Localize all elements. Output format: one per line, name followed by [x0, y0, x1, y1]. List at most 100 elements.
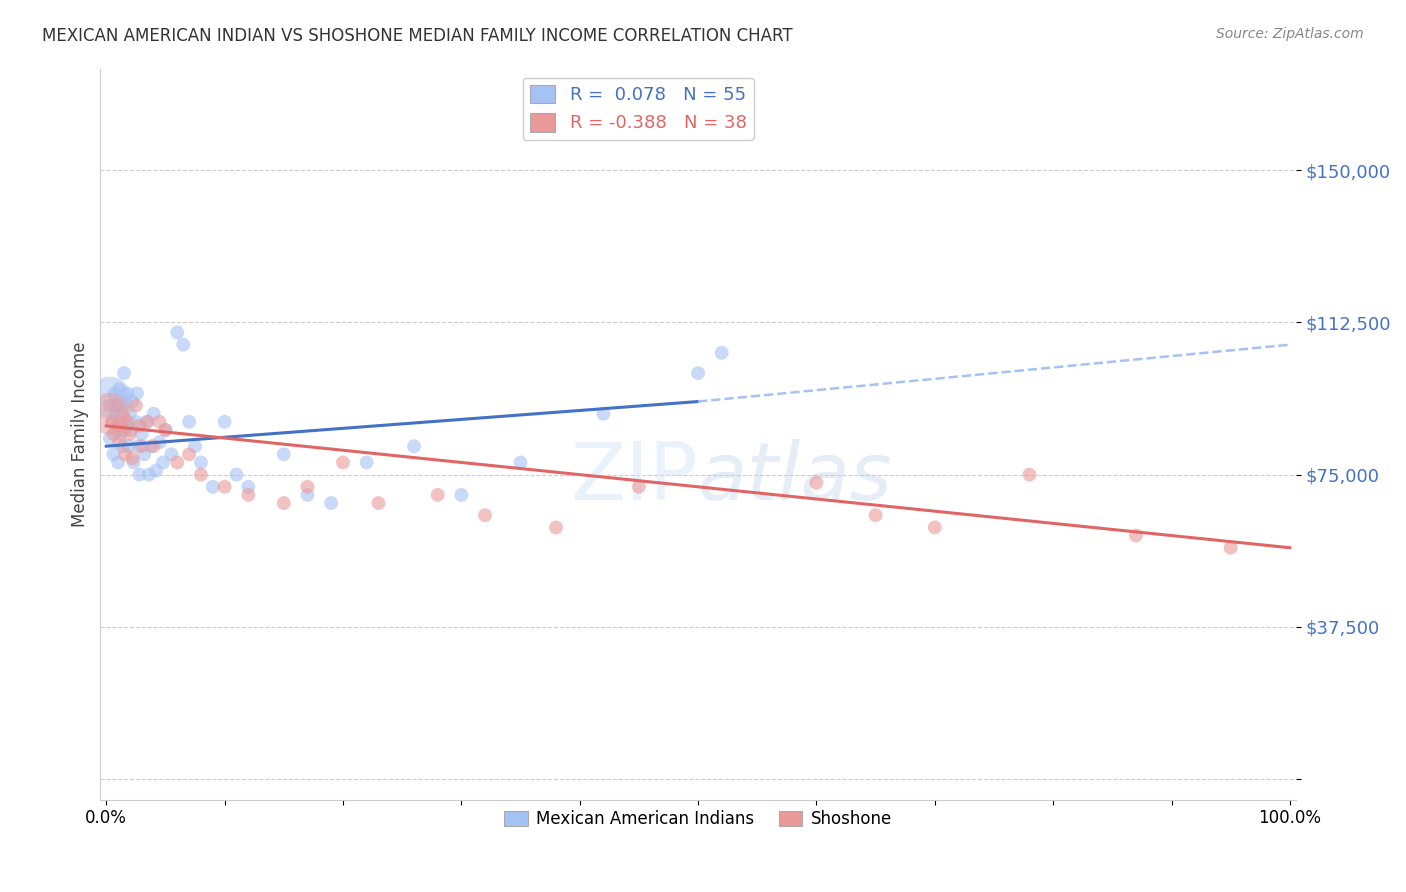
Point: [179, 447, 201, 461]
Point: [112, 423, 135, 437]
Point: [273, 496, 295, 510]
Point: [98, 407, 121, 421]
Point: [1219, 541, 1241, 555]
Point: [190, 455, 212, 469]
Point: [134, 447, 156, 461]
Point: [710, 346, 733, 360]
Point: [108, 435, 131, 450]
Point: [125, 386, 148, 401]
Point: [138, 467, 160, 482]
Point: [111, 415, 134, 429]
Point: [98, 399, 121, 413]
Point: [238, 488, 260, 502]
Point: [118, 407, 141, 421]
Point: [141, 439, 163, 453]
Point: [117, 386, 139, 401]
Point: [103, 386, 125, 401]
Point: [103, 427, 125, 442]
Point: [924, 520, 946, 534]
Point: [686, 366, 709, 380]
Point: [104, 407, 127, 421]
Point: [273, 447, 295, 461]
Point: [509, 455, 531, 469]
Legend: Mexican American Indians, Shoshone: Mexican American Indians, Shoshone: [498, 804, 898, 835]
Point: [297, 488, 319, 502]
Point: [110, 427, 132, 442]
Point: [120, 423, 142, 437]
Text: Source: ZipAtlas.com: Source: ZipAtlas.com: [1216, 27, 1364, 41]
Point: [101, 415, 124, 429]
Text: ZIP: ZIP: [571, 439, 697, 516]
Point: [201, 480, 224, 494]
Point: [114, 394, 136, 409]
Point: [321, 496, 343, 510]
Y-axis label: Median Family Income: Median Family Income: [72, 342, 89, 527]
Point: [332, 455, 354, 469]
Point: [214, 480, 236, 494]
Point: [225, 467, 247, 482]
Point: [131, 427, 153, 442]
Point: [148, 435, 170, 450]
Point: [122, 455, 145, 469]
Point: [111, 439, 134, 453]
Point: [865, 508, 887, 523]
Point: [214, 415, 236, 429]
Point: [107, 418, 129, 433]
Point: [356, 455, 378, 469]
Point: [155, 423, 177, 437]
Point: [297, 480, 319, 494]
Point: [627, 480, 650, 494]
Point: [806, 475, 828, 490]
Point: [118, 439, 141, 453]
Point: [115, 418, 138, 433]
Point: [111, 407, 134, 421]
Point: [145, 464, 167, 478]
Point: [474, 508, 496, 523]
Point: [148, 415, 170, 429]
Point: [107, 399, 129, 413]
Point: [103, 447, 125, 461]
Point: [127, 439, 149, 453]
Point: [136, 415, 159, 429]
Point: [114, 447, 136, 461]
Point: [152, 455, 174, 469]
Point: [1018, 467, 1040, 482]
Point: [544, 520, 567, 534]
Point: [160, 447, 183, 461]
Point: [1125, 528, 1147, 542]
Point: [155, 423, 177, 437]
Point: [166, 455, 188, 469]
Text: atlas: atlas: [697, 439, 893, 516]
Point: [367, 496, 389, 510]
Point: [108, 382, 131, 396]
Point: [128, 467, 150, 482]
Point: [172, 337, 194, 351]
Point: [98, 391, 121, 405]
Point: [112, 366, 135, 380]
Point: [142, 439, 165, 453]
Point: [179, 415, 201, 429]
Point: [128, 418, 150, 433]
Point: [238, 480, 260, 494]
Point: [184, 439, 207, 453]
Point: [98, 431, 121, 445]
Point: [592, 407, 614, 421]
Point: [426, 488, 449, 502]
Point: [105, 423, 128, 437]
Point: [104, 399, 127, 413]
Point: [402, 439, 425, 453]
Point: [125, 415, 148, 429]
Point: [117, 415, 139, 429]
Point: [125, 399, 148, 413]
Point: [121, 394, 143, 409]
Point: [166, 326, 188, 340]
Point: [118, 427, 141, 442]
Point: [101, 415, 124, 429]
Point: [131, 439, 153, 453]
Text: MEXICAN AMERICAN INDIAN VS SHOSHONE MEDIAN FAMILY INCOME CORRELATION CHART: MEXICAN AMERICAN INDIAN VS SHOSHONE MEDI…: [42, 27, 793, 45]
Point: [121, 451, 143, 466]
Point: [135, 415, 157, 429]
Point: [142, 407, 165, 421]
Point: [107, 455, 129, 469]
Point: [190, 467, 212, 482]
